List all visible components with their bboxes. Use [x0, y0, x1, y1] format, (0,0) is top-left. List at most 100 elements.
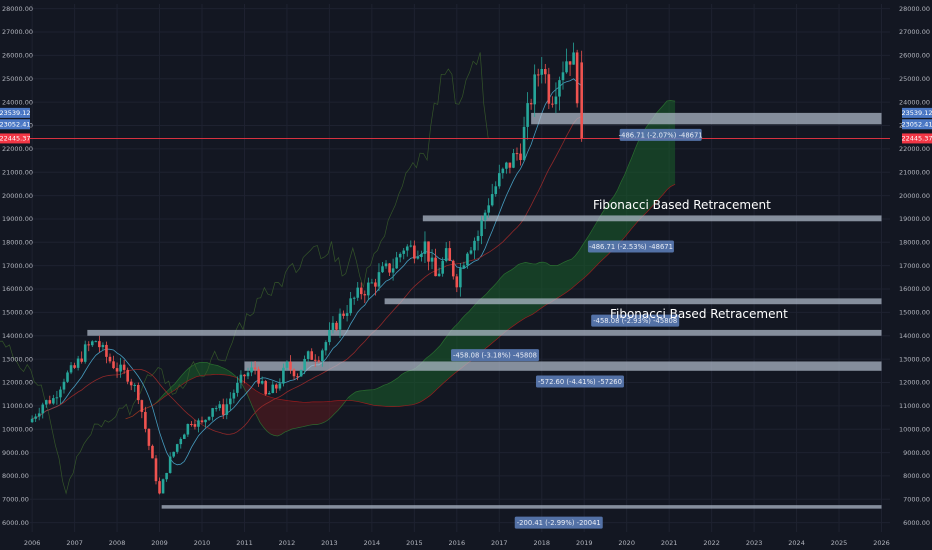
y-tick-label-right: 26000.00 [899, 52, 930, 60]
y-tick-label-right: 15000.00 [899, 309, 930, 317]
y-tick-label-right: 18000.00 [899, 239, 930, 247]
candle-body [214, 408, 218, 410]
leading-span-a [125, 100, 676, 437]
candle-body [80, 358, 83, 362]
candle-body [239, 374, 243, 383]
y-tick-label-right: 13000.00 [899, 355, 930, 363]
candle-body [554, 96, 558, 105]
cloud-segment [238, 378, 345, 436]
candle-body [423, 241, 427, 254]
candle-body [519, 153, 522, 161]
x-tick-label: 2021 [661, 539, 678, 547]
annotations: -486.71 (-2.07%) -48671 -486.71 (-2.53%) … [451, 128, 703, 529]
candle-body [59, 389, 62, 398]
candle-body [572, 52, 575, 65]
price-tag-label-left: 23052.41 [0, 121, 31, 129]
y-tick-label-right: 19000.00 [899, 215, 930, 223]
measure-pill [514, 516, 603, 529]
base-line [31, 115, 582, 435]
candle-body [444, 248, 448, 261]
candle-body [225, 404, 229, 415]
candles [30, 42, 583, 495]
ichimoku-cloud [125, 100, 676, 436]
candle-body [575, 52, 579, 104]
y-tick-label-left: 22000.00 [2, 145, 33, 153]
candle-body [257, 369, 260, 384]
zone-4 [87, 329, 882, 336]
candle-body [501, 168, 505, 174]
candle-body [211, 408, 214, 417]
candle-body [494, 186, 498, 195]
candle-body [381, 266, 384, 273]
indicator-lines [0, 52, 676, 495]
candle-body [44, 400, 48, 405]
y-tick-label-left: 28000.00 [2, 5, 33, 13]
candle-body [183, 434, 186, 439]
y-tick-label-left: 17000.00 [2, 262, 33, 270]
candle-body [558, 80, 561, 97]
candle-body [459, 268, 462, 288]
y-tick-label-right: 22000.00 [899, 145, 930, 153]
y-tick-label-right: 6000.00 [903, 519, 930, 527]
candle-body [275, 384, 278, 389]
price-tag-left [0, 133, 30, 144]
candle-body [264, 381, 268, 395]
y-tick-label-left: 6000.00 [2, 519, 29, 527]
candle-body [349, 298, 352, 314]
x-tick-label: 2025 [831, 539, 848, 547]
candle-body [243, 374, 246, 377]
y-tick-label-right: 9000.00 [903, 449, 930, 457]
price-tag-label-right: 23539.12 [901, 109, 932, 117]
price-tag-label-right: 22445.37 [901, 135, 932, 143]
fib-label: Fibonacci Based Retracement [610, 307, 788, 321]
candle-body [490, 194, 494, 206]
candle-body [377, 272, 381, 287]
candle-body [561, 72, 565, 81]
price-tag-right [902, 107, 932, 118]
x-tick-label: 2006 [24, 539, 41, 547]
candle-body [374, 282, 377, 287]
candle-body [437, 273, 441, 277]
y-tick-label-left: 8000.00 [2, 472, 29, 480]
candle-body [94, 341, 98, 343]
candle-body [278, 383, 282, 389]
candle-body [455, 276, 459, 288]
y-tick-label-right: 14000.00 [899, 332, 930, 340]
candle-body [434, 257, 437, 277]
zone-5 [244, 361, 882, 371]
candle-body [119, 364, 122, 372]
candle-body [540, 69, 544, 75]
candle-body [427, 241, 430, 262]
candle-body [151, 445, 154, 459]
candle-body [73, 365, 76, 368]
candle-body [522, 126, 526, 161]
candle-body [207, 416, 211, 420]
y-tick-label-right: 7000.00 [903, 495, 930, 503]
candle-body [140, 400, 144, 412]
x-axis: 2006 2007 2008 2009 2010 2011 2012 2013 2014 2015… [24, 539, 890, 547]
price-tag-left [0, 119, 30, 130]
x-tick-label: 2008 [109, 539, 126, 547]
x-tick-label: 2007 [66, 539, 83, 547]
candle-body [508, 162, 512, 168]
price-tag-label-left: 22445.37 [0, 135, 31, 143]
candle-body [69, 365, 73, 373]
y-tick-label-right: 25000.00 [899, 75, 930, 83]
candle-body [565, 61, 568, 73]
candle-body [497, 173, 501, 187]
candle-body [505, 162, 508, 169]
zone-1 [531, 112, 882, 125]
y-tick-label-left: 7000.00 [2, 495, 29, 503]
candle-body [200, 420, 204, 423]
candle-body [122, 364, 126, 370]
y-tick-label-left: 15000.00 [2, 309, 33, 317]
price-tag-right [902, 119, 932, 130]
candle-body [476, 236, 480, 241]
measure-label: -486.71 (-2.07%) -48671 [619, 131, 703, 139]
candle-body [299, 369, 303, 377]
y-tick-label-right: 27000.00 [899, 28, 930, 36]
candle-body [271, 384, 275, 394]
x-tick-label: 2017 [491, 539, 508, 547]
